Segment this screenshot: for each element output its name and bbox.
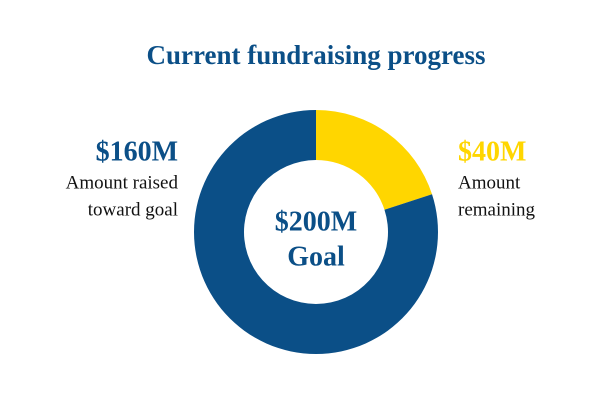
center-label: $200M <box>275 206 357 237</box>
value-label: $40M <box>458 136 526 167</box>
center-sublabel: Goal <box>287 241 345 272</box>
chart-title: Current fundraising progress <box>146 40 485 70</box>
donut-slice <box>316 110 433 210</box>
donut-slice <box>193 110 438 354</box>
category-label: remaining <box>458 199 536 220</box>
category-label: toward goal <box>88 199 178 220</box>
category-label: Amount raised <box>66 172 179 193</box>
category-label: Amount <box>458 172 521 193</box>
value-label: $160M <box>96 136 178 167</box>
